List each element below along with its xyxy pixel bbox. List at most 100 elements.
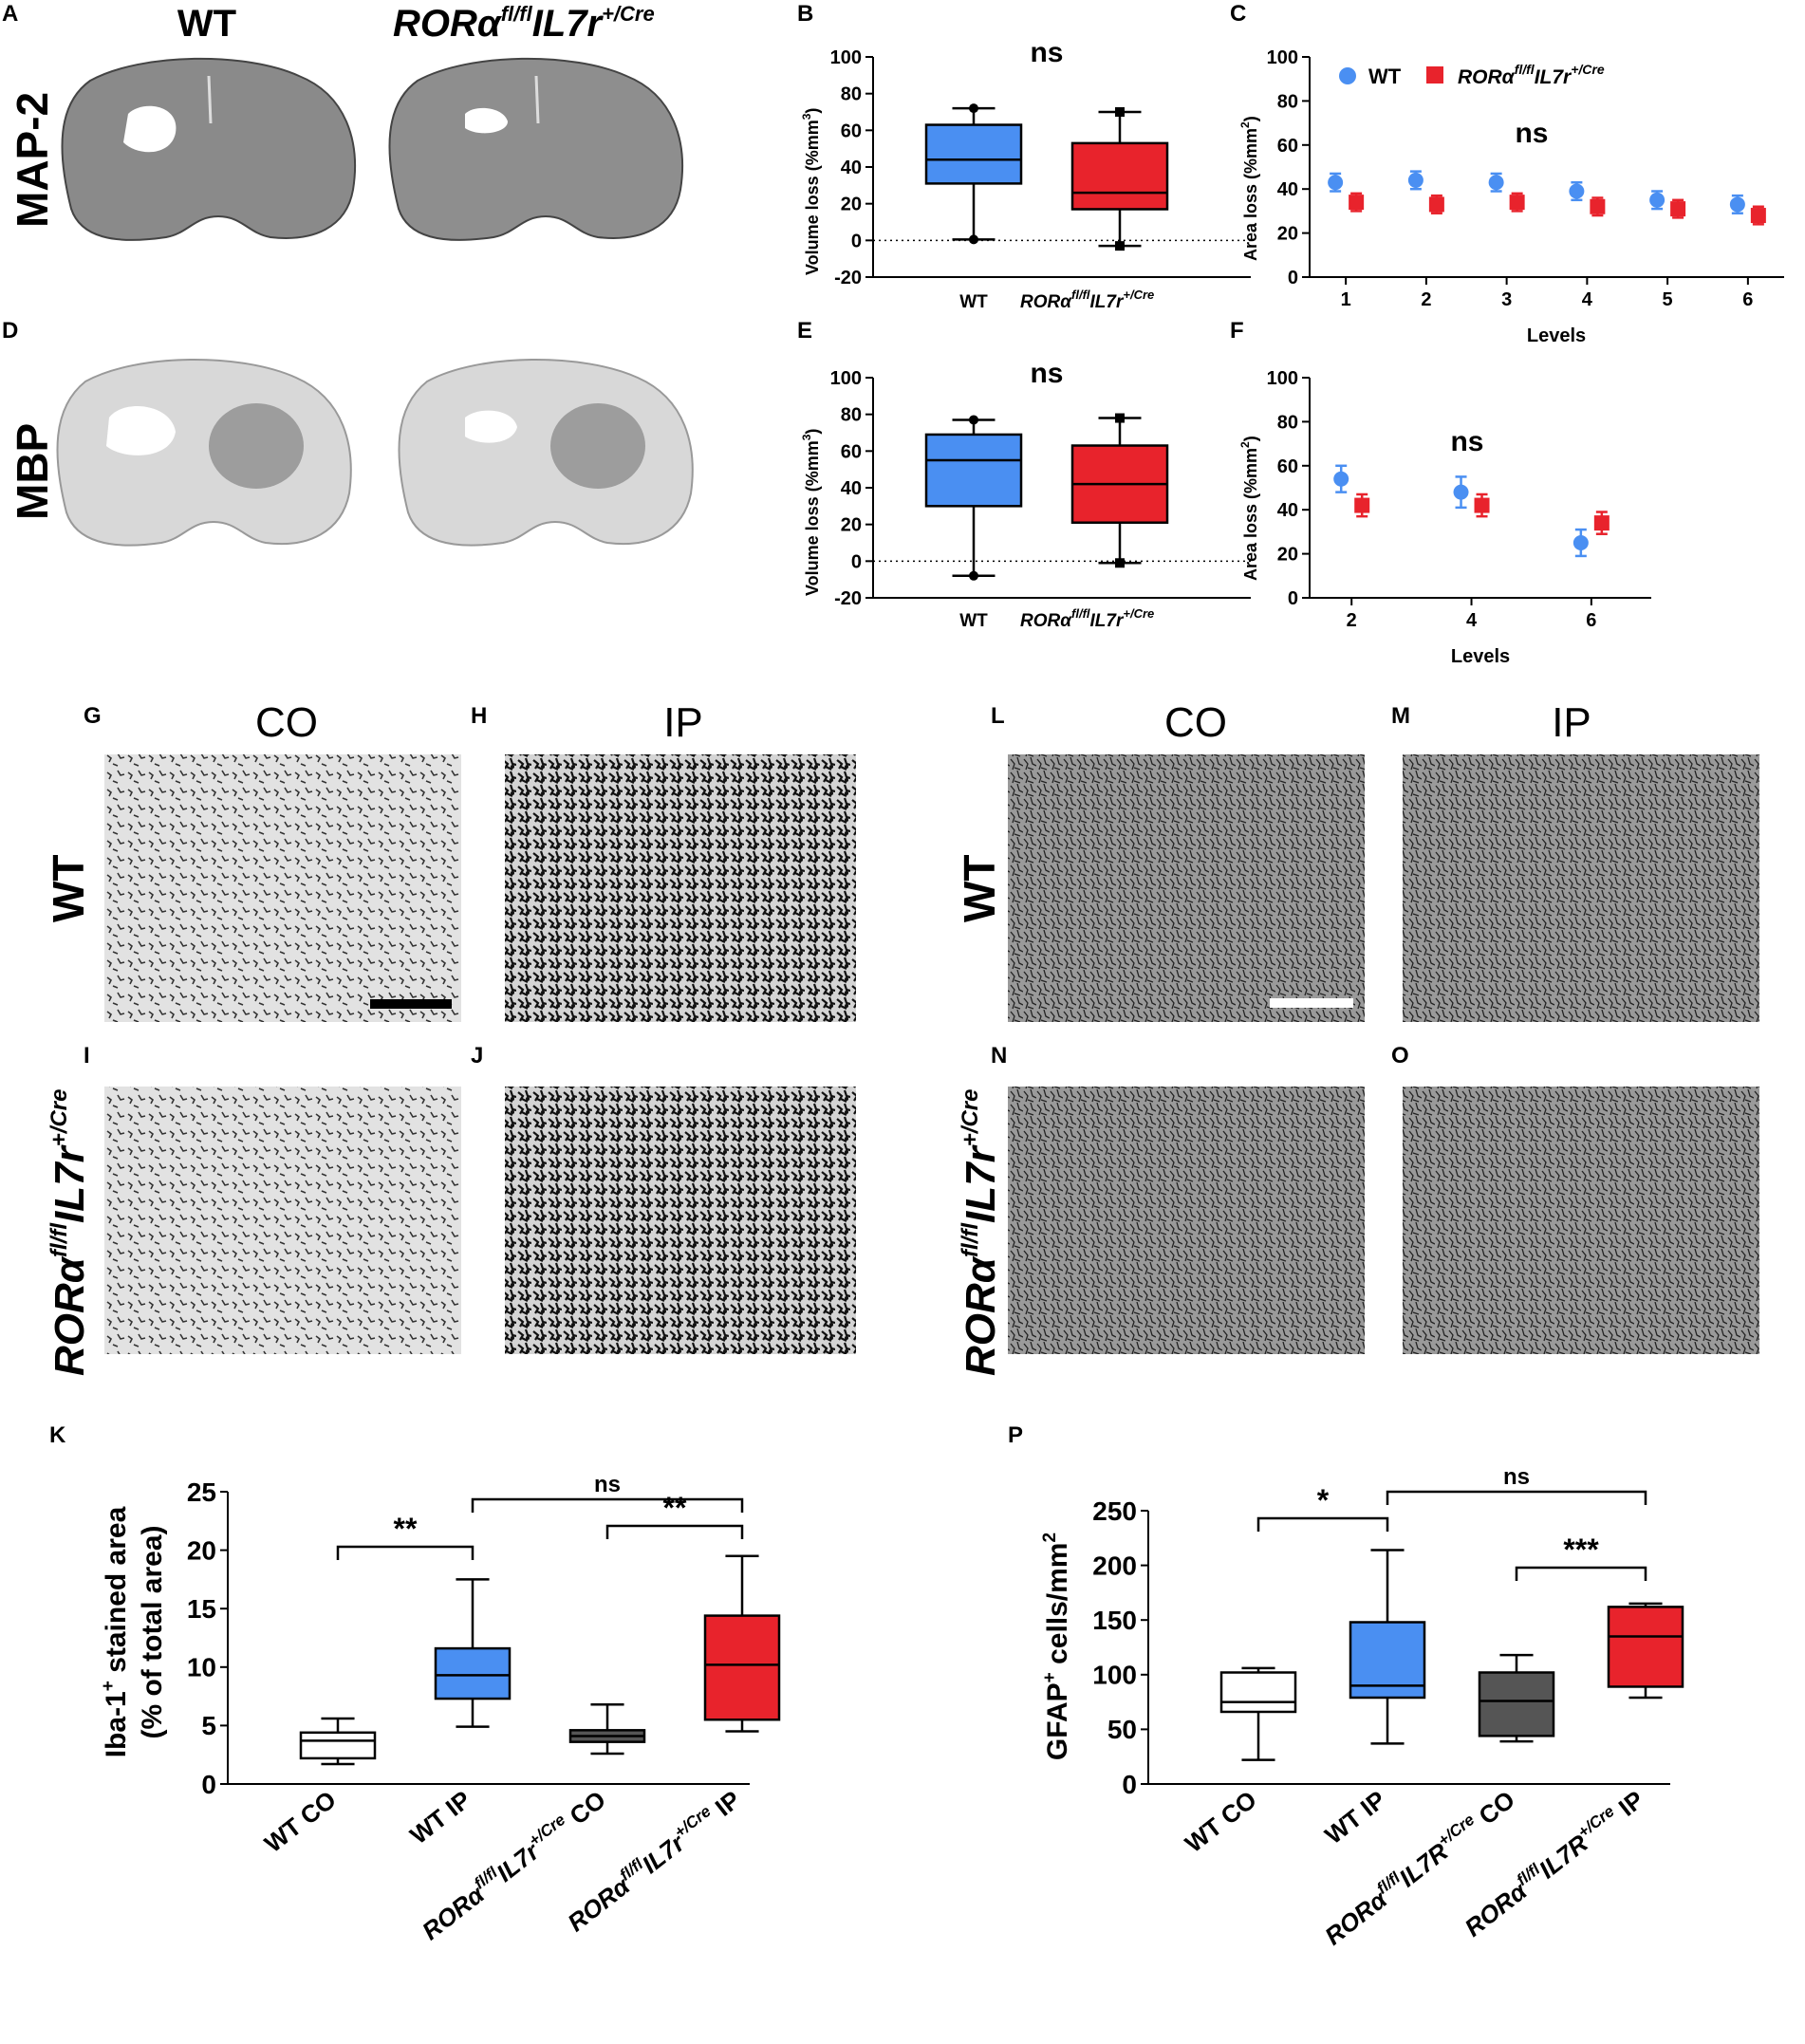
point-ko (1750, 208, 1766, 224)
y-tick-label-e: 20 (841, 515, 862, 536)
scale-bar-left (370, 999, 452, 1009)
box (299, 1731, 377, 1760)
legend-wt-label: WT (1368, 65, 1402, 88)
ylabel-f: Area loss (%mm2) (1238, 436, 1260, 581)
panel-letter-i: I (84, 1043, 90, 1068)
x-tick-label: 4 (1466, 610, 1478, 631)
significance-bracket (471, 1497, 744, 1513)
panel-letter-f: F (1230, 318, 1244, 344)
header-ko: RORαfl/flIL7r+/Cre (393, 2, 655, 45)
ylabel-k-line1: Iba-1+ stained area (99, 1506, 132, 1757)
legend-ko-marker (1426, 66, 1443, 84)
x-tick-label: 5 (1663, 289, 1673, 310)
micrograph-o (1403, 1087, 1759, 1354)
box (703, 1614, 781, 1721)
y-tick-label-f: 20 (1277, 545, 1298, 566)
y-tick-label-b: 100 (830, 47, 862, 68)
micrograph-m (1403, 754, 1759, 1022)
point-ko (1670, 201, 1686, 217)
xlabel-k-wt-ip: WT IP (404, 1785, 475, 1849)
y-tick-label-f: 80 (1277, 412, 1298, 433)
legend-c: WT RORαfl/flIL7r+/Cre (1339, 62, 1605, 88)
point-ko (1593, 515, 1610, 531)
scale-bar-right (1270, 998, 1353, 1008)
panel-letter-d: D (2, 318, 18, 344)
y-tick-label-c: 80 (1277, 91, 1298, 112)
ylabel-e: Volume loss (%mm3) (800, 429, 822, 596)
panel-letter-l: L (991, 703, 1005, 729)
box (1070, 141, 1169, 211)
extreme-point (1115, 558, 1125, 568)
ylabel-k-line2: (% of total area) (137, 1525, 168, 1738)
point-ko (1474, 497, 1490, 513)
y-tick-label-k: 15 (187, 1594, 216, 1624)
micrograph-n (1008, 1087, 1365, 1354)
panel-letter-b: B (797, 1, 813, 27)
x-tick-label: 2 (1347, 610, 1357, 631)
significance-bracket (336, 1545, 475, 1560)
significance-bracket (1515, 1566, 1647, 1581)
panel-letter-m: M (1391, 703, 1410, 729)
xlabel-k-wt-co: WT CO (259, 1785, 342, 1858)
row-label-ko-left: RORαfl/flIL7r+/Cre (47, 1089, 93, 1376)
panel-a: A WT RORαfl/flIL7r+/Cre MAP-2 (2, 1, 684, 241)
y-tick-label-b: 40 (841, 158, 862, 178)
y-tick-label-f: 60 (1277, 456, 1298, 477)
ylabel-b: Volume loss (%mm3) (800, 108, 822, 275)
point-ko (1509, 195, 1525, 211)
annotation-ns: ns (1515, 118, 1548, 149)
box (924, 433, 1023, 508)
xlabel-f-levels: Levels (1451, 646, 1510, 667)
row-label-wt-left: WT (44, 854, 93, 922)
y-tick-label-e: 0 (851, 551, 862, 572)
y-tick-label-c: 100 (1267, 47, 1298, 68)
brain-section-mbp-wt (56, 359, 352, 547)
xlabel-e-ko: RORαfl/flIL7r+/Cre (1020, 606, 1154, 631)
panel-letter-g: G (84, 703, 102, 729)
extreme-point (969, 234, 978, 245)
legend-wt-marker (1339, 67, 1356, 84)
y-tick-label-b: 20 (841, 195, 862, 215)
y-tick-label-e: -20 (834, 588, 862, 609)
panel-letter-j: J (471, 1043, 483, 1068)
point-ko (1354, 497, 1370, 513)
y-tick-label-e: 40 (841, 478, 862, 499)
point-wt (1488, 175, 1504, 191)
significance-label: *** (1563, 1533, 1599, 1567)
significance-label: ns (594, 1472, 621, 1497)
panel-e-chart: -20 0 20 40 60 80 100 ns (830, 358, 1251, 609)
significance-label: ns (1503, 1464, 1530, 1490)
panel-c-chart: 0 20 40 60 80 100 1 2 3 4 5 6 ns (1267, 47, 1784, 310)
point-wt (1649, 192, 1665, 208)
y-tick-label-k: 20 (187, 1535, 216, 1565)
panel-letter-c: C (1230, 1, 1246, 27)
extreme-point (1115, 107, 1125, 117)
xlabel-c-levels: Levels (1527, 325, 1586, 346)
panel-b-chart: -20 0 20 40 60 80 100 ns (830, 37, 1251, 288)
row-label-map2: MAP-2 (8, 92, 57, 228)
legend-ko-label: RORαfl/flIL7r+/Cre (1458, 62, 1605, 88)
annotation-ns: ns (1030, 37, 1063, 68)
extreme-point (1115, 413, 1125, 423)
panel-f-chart: 0 20 40 60 80 100 2 4 6 ns (1267, 368, 1651, 631)
y-tick-label-b: 0 (851, 231, 862, 251)
significance-bracket (605, 1524, 744, 1539)
y-tick-label-f: 40 (1277, 500, 1298, 521)
y-tick-label-e: 100 (830, 368, 862, 389)
panel-letter-h: H (471, 703, 487, 729)
y-tick-label-b: 60 (841, 121, 862, 141)
y-tick-label-p: 150 (1092, 1606, 1137, 1635)
panel-letter-o: O (1391, 1043, 1409, 1068)
chart-labels: B C E F K P Volume loss (%mm3) Area loss… (49, 1, 1649, 1951)
y-tick-label-p: 100 (1092, 1661, 1137, 1690)
panel-letter-e: E (797, 318, 812, 344)
micrograph-j (505, 1087, 856, 1354)
box (434, 1646, 512, 1700)
row-label-wt-right: WT (955, 854, 1004, 922)
extreme-point (969, 415, 978, 425)
y-tick-label-c: 0 (1288, 268, 1298, 288)
header-co-right: CO (1164, 699, 1227, 746)
y-tick-label-f: 100 (1267, 368, 1298, 389)
point-wt (1407, 172, 1424, 188)
